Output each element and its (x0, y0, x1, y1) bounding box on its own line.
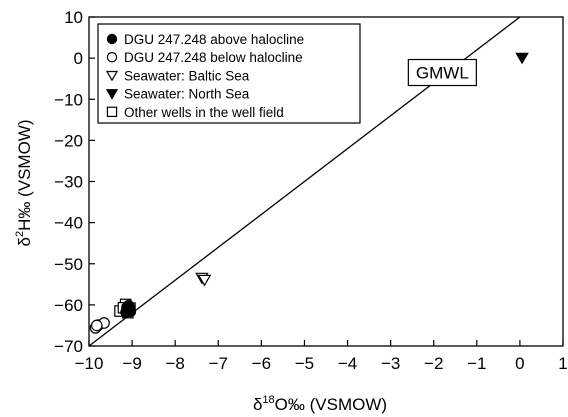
y-tick-label: −10 (54, 90, 83, 109)
x-tick-label: 0 (515, 354, 524, 373)
x-tick-label: −6 (252, 354, 271, 373)
axis-ticks: −10 −9 −8 −7 −6 −5 −4 −3 −2 −1 0 1100−10−20−30−40−5… (54, 8, 568, 373)
legend: DGU 247.248 above halocline DGU 247.248 b… (97, 23, 361, 124)
legend-label: Other wells in the well field (124, 105, 284, 120)
y-tick-label: −60 (54, 296, 83, 315)
x-axis-label: δ18O‰ (VSMOW) (253, 394, 387, 414)
x-tick-label: −8 (165, 354, 184, 373)
x-tick-label: −9 (122, 354, 141, 373)
gmwl-label-box (407, 58, 477, 87)
legend-label: Seawater: Baltic Sea (124, 68, 250, 83)
x-tick-label: −2 (424, 354, 443, 373)
legend-label: Seawater: North Sea (124, 87, 250, 102)
legend-marker (106, 33, 118, 45)
legend-label: DGU 247.248 above halocline (124, 32, 304, 47)
y-tick-label: −30 (54, 173, 83, 192)
y-axis-label: δ2H‰ (VSMOW) (14, 119, 34, 246)
y-tick-label: −70 (54, 337, 83, 356)
y-tick-label: −20 (54, 131, 83, 150)
data-point (197, 274, 212, 287)
data-points (89, 52, 529, 334)
y-tick-label: 0 (74, 49, 83, 68)
y-tick-label: −40 (54, 214, 83, 233)
data-point (124, 305, 137, 318)
legend-marker (105, 70, 119, 82)
y-tick-label: −50 (54, 255, 83, 274)
annotations: GMWL (407, 58, 477, 87)
legend-marker (106, 106, 118, 117)
x-tick-label: −7 (209, 354, 228, 373)
gmwl-label: GMWL (416, 64, 469, 83)
x-tick-label: −5 (295, 354, 314, 373)
y-tick-label: 10 (64, 8, 83, 27)
x-tick-label: 1 (558, 354, 567, 373)
data-point (515, 52, 529, 65)
x-tick-label: −1 (467, 354, 486, 373)
x-tick-label: −3 (381, 354, 400, 373)
x-tick-label: −10 (75, 354, 104, 373)
legend-marker (106, 52, 118, 63)
legend-label: DGU 247.248 below halocline (124, 50, 303, 65)
legend-box (97, 23, 361, 124)
legend-marker (105, 89, 119, 100)
x-tick-label: −4 (338, 354, 357, 373)
data-point (90, 319, 103, 332)
